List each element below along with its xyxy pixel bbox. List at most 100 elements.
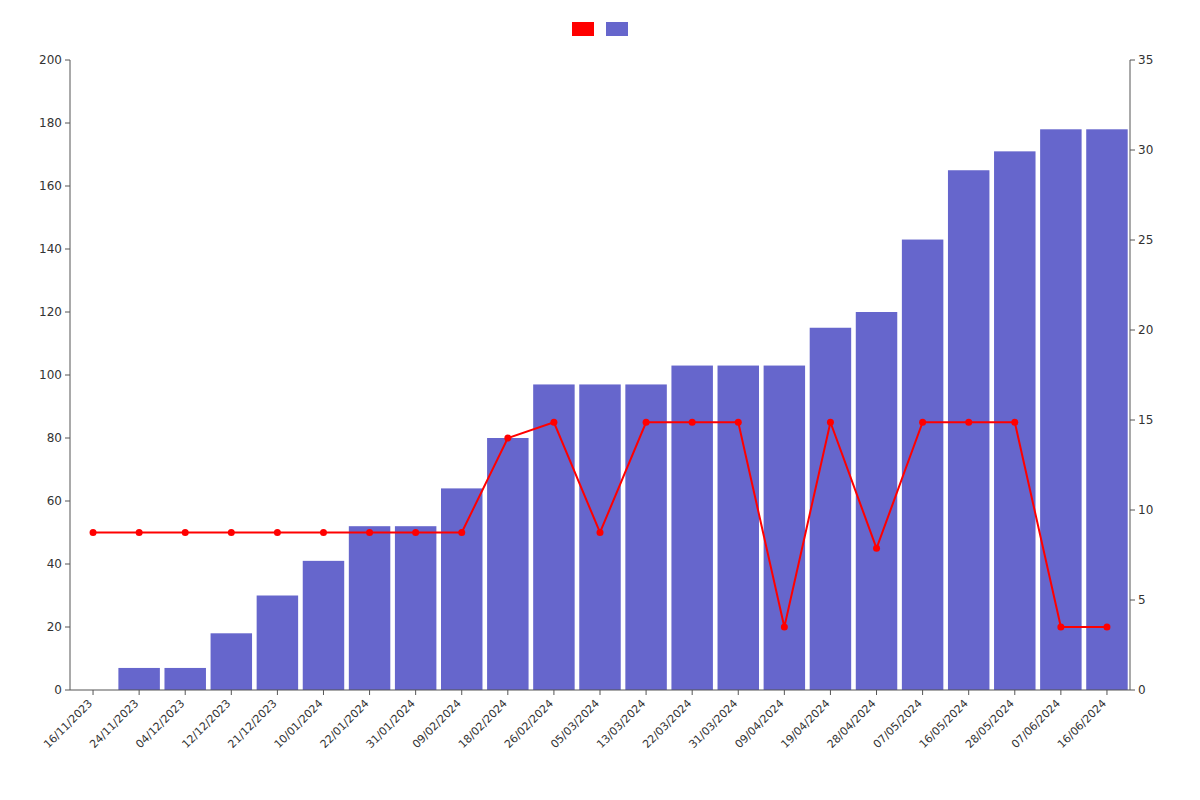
x-tick <box>139 690 140 695</box>
line-marker <box>550 419 557 426</box>
line-marker <box>182 529 189 536</box>
y-tick-label: 180 <box>39 116 62 130</box>
line-marker <box>366 529 373 536</box>
y-tick-label: 60 <box>47 494 62 508</box>
y-tick-label: 20 <box>47 620 62 634</box>
y2-tick <box>1130 240 1135 241</box>
chart: 0204060801001201401601802000510152025303… <box>0 0 1200 800</box>
y-tick <box>65 690 70 691</box>
y-tick-label: 200 <box>39 53 62 67</box>
x-tick-label: 16/06/2024 <box>1055 697 1109 751</box>
line-marker <box>412 529 419 536</box>
line-marker <box>228 529 235 536</box>
line-marker <box>643 419 650 426</box>
y2-tick-label: 25 <box>1138 233 1153 247</box>
bar <box>671 366 712 690</box>
y2-tick-label: 0 <box>1138 683 1146 697</box>
legend <box>572 22 628 36</box>
line-marker <box>274 529 281 536</box>
y-tick <box>65 438 70 439</box>
y2-tick <box>1130 510 1135 511</box>
line-marker <box>919 419 926 426</box>
x-tick <box>968 690 969 695</box>
y2-tick-label: 5 <box>1138 593 1146 607</box>
line-marker <box>320 529 327 536</box>
y-tick-label: 100 <box>39 368 62 382</box>
x-tick <box>1014 690 1015 695</box>
bar <box>395 526 436 690</box>
x-tick <box>646 690 647 695</box>
y-tick <box>65 123 70 124</box>
y2-tick-label: 10 <box>1138 503 1153 517</box>
x-tick <box>600 690 601 695</box>
y-tick <box>65 312 70 313</box>
bar <box>533 384 574 690</box>
bar <box>211 633 252 690</box>
bar <box>164 668 205 690</box>
x-tick <box>369 690 370 695</box>
line-marker <box>136 529 143 536</box>
y2-tick <box>1130 600 1135 601</box>
line-marker <box>827 419 834 426</box>
bar <box>718 366 759 690</box>
x-tick <box>876 690 877 695</box>
line-marker <box>504 435 511 442</box>
line-marker <box>1057 624 1064 631</box>
line-marker <box>458 529 465 536</box>
bar <box>994 151 1035 690</box>
bar <box>118 668 159 690</box>
y2-tick-label: 30 <box>1138 143 1153 157</box>
y-tick <box>65 249 70 250</box>
line-marker <box>1103 624 1110 631</box>
bar <box>764 366 805 690</box>
bar <box>1040 129 1081 690</box>
plot-area <box>90 129 1128 690</box>
y2-tick-label: 15 <box>1138 413 1153 427</box>
bar <box>625 384 666 690</box>
y-tick <box>65 60 70 61</box>
y-tick-label: 40 <box>47 557 62 571</box>
x-tick <box>922 690 923 695</box>
y2-tick <box>1130 330 1135 331</box>
y-tick-label: 120 <box>39 305 62 319</box>
y-tick <box>65 627 70 628</box>
y2-tick <box>1130 60 1135 61</box>
y-tick <box>65 186 70 187</box>
bar <box>1086 129 1127 690</box>
x-tick <box>415 690 416 695</box>
x-tick <box>323 690 324 695</box>
y-tick-label: 140 <box>39 242 62 256</box>
y2-tick <box>1130 420 1135 421</box>
x-tick <box>93 690 94 695</box>
bar <box>579 384 620 690</box>
bar <box>349 526 390 690</box>
bar <box>948 170 989 690</box>
line-marker <box>781 624 788 631</box>
line-marker <box>90 529 97 536</box>
bar <box>810 328 851 690</box>
y2-tick <box>1130 690 1135 691</box>
bar <box>257 596 298 691</box>
bar <box>303 561 344 690</box>
bar <box>441 488 482 690</box>
y-tick <box>65 501 70 502</box>
x-tick <box>1106 690 1107 695</box>
line-marker <box>873 545 880 552</box>
y2-tick <box>1130 150 1135 151</box>
y-tick-label: 160 <box>39 179 62 193</box>
y2-tick-label: 20 <box>1138 323 1153 337</box>
bar <box>856 312 897 690</box>
line-marker <box>689 419 696 426</box>
x-tick <box>738 690 739 695</box>
x-tick <box>231 690 232 695</box>
legend-swatch <box>572 22 594 36</box>
line-marker <box>1011 419 1018 426</box>
x-tick <box>461 690 462 695</box>
y2-tick-label: 35 <box>1138 53 1153 67</box>
y2-axis-line <box>1130 60 1131 690</box>
y-tick <box>65 375 70 376</box>
x-tick <box>692 690 693 695</box>
line-marker <box>735 419 742 426</box>
line-marker <box>597 529 604 536</box>
line <box>93 422 1107 627</box>
